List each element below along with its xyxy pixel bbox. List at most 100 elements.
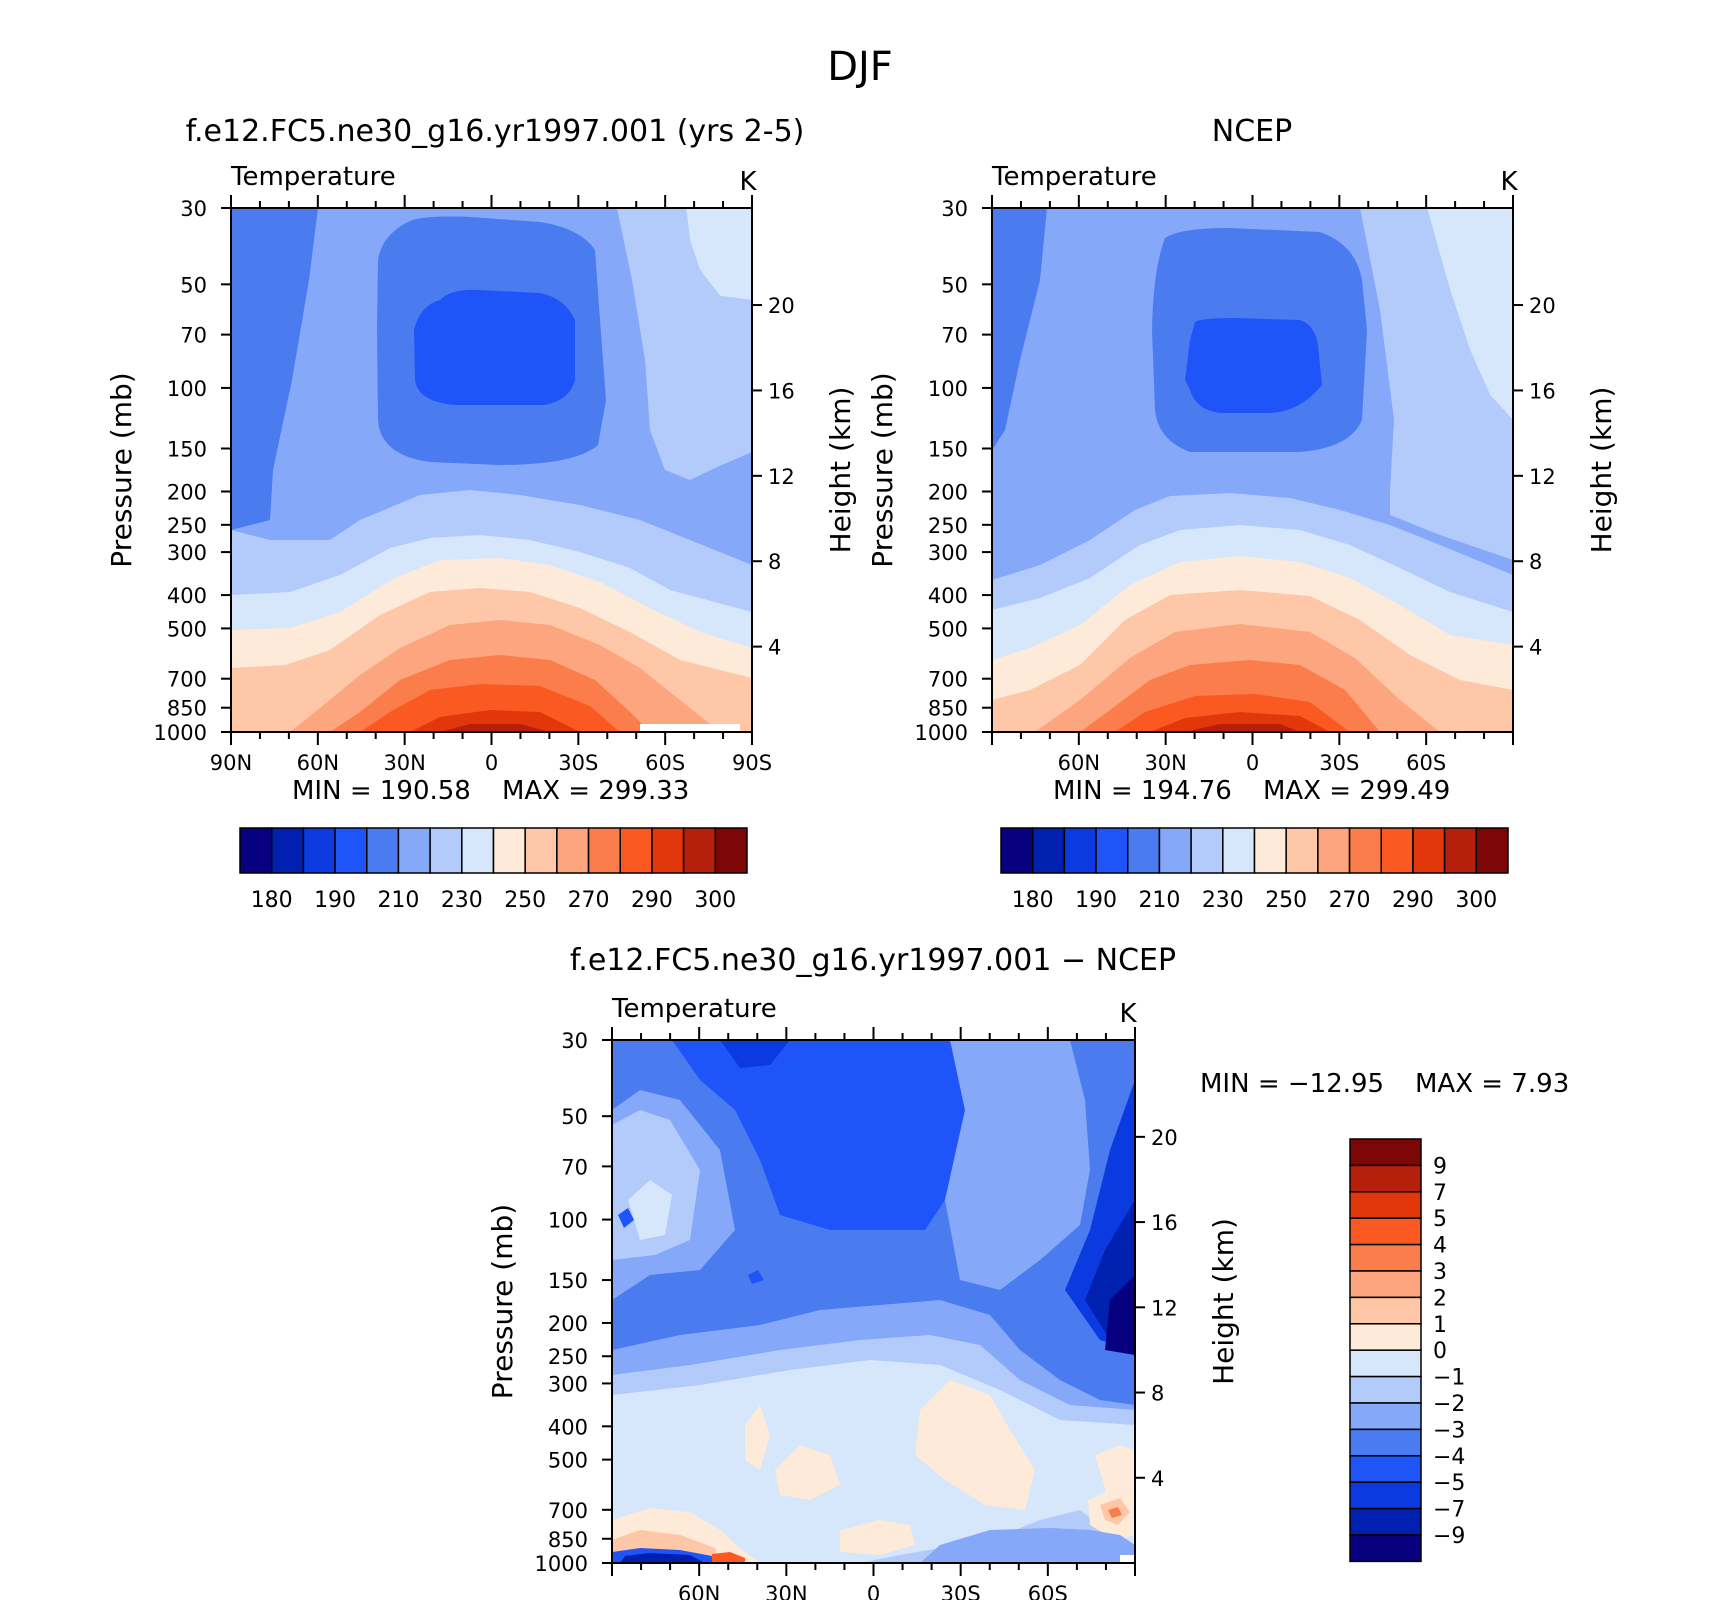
panel-model: f.e12.FC5.ne30_g16.yr1997.001 (yrs 2-5) … (105, 114, 857, 913)
colorbar-swatch (1349, 1402, 1422, 1431)
contour-band (628, 1180, 672, 1240)
y-tick-label: 500 (928, 617, 968, 641)
contour-field (231, 208, 752, 732)
colorbar-swatch (1380, 827, 1414, 874)
contour-band (1427, 208, 1513, 420)
colorbar-swatch (302, 827, 336, 874)
colorbar-label: −5 (1433, 1471, 1465, 1496)
y2-tick-label: 4 (1151, 1467, 1164, 1491)
colorbar-swatch (397, 827, 431, 874)
colorbar-swatch (1412, 827, 1446, 874)
colorbar-swatch (1317, 827, 1351, 874)
colorbar-label: −9 (1433, 1524, 1465, 1549)
y-tick-label: 700 (548, 1499, 588, 1523)
y2-tick-label: 20 (1529, 294, 1556, 318)
y2-tick-label: 4 (768, 636, 781, 660)
panel-title: f.e12.FC5.ne30_g16.yr1997.001 (yrs 2-5) (186, 114, 805, 149)
colorbar-label: 1 (1433, 1313, 1447, 1338)
contour-band (712, 1552, 745, 1563)
units-label: K (1119, 999, 1137, 1029)
colorbar-swatch (1348, 827, 1382, 874)
contour-band (612, 1360, 1135, 1563)
units-label: K (739, 167, 757, 197)
colorbar-swatch (587, 827, 621, 874)
y-tick-label: 250 (548, 1345, 588, 1369)
contour-band (1360, 208, 1513, 560)
contour-band (414, 289, 575, 405)
max-label: MAX = 299.49 (1263, 776, 1450, 806)
colorbar-swatch (714, 827, 748, 874)
min-label: MIN = 194.76 (1053, 776, 1232, 806)
colorbar-swatch (1031, 827, 1066, 874)
y-tick-label: 70 (180, 324, 207, 348)
y-tick-label: 50 (941, 273, 968, 297)
y2-tick-label: 20 (768, 294, 795, 318)
y-axis-label: Pressure (mb) (866, 372, 899, 567)
y2-tick-label: 8 (1529, 550, 1542, 574)
colorbar-label: −2 (1433, 1392, 1465, 1417)
colorbar-swatch (1349, 1296, 1422, 1325)
y2-axis-label: Height (km) (1585, 387, 1618, 554)
y-tick-label: 500 (167, 617, 207, 641)
colorbar-label: 9 (1433, 1154, 1447, 1179)
units-label: K (1500, 167, 1518, 197)
colorbar-swatch (461, 827, 495, 874)
colorbar-label: 5 (1433, 1207, 1447, 1232)
colorbar-swatch (1063, 827, 1097, 874)
y-tick-label: 200 (167, 480, 207, 504)
colorbar-label: 230 (441, 888, 483, 913)
colorbar-swatch (1222, 827, 1256, 874)
panel-ncep: NCEP Temperature K 305070100150200250300… (866, 114, 1618, 913)
y-tick-label: 400 (548, 1415, 588, 1439)
y2-tick-label: 8 (1151, 1382, 1164, 1406)
panel-title: f.e12.FC5.ne30_g16.yr1997.001 − NCEP (570, 943, 1176, 978)
colorbar-label: 290 (1392, 888, 1434, 913)
y2-tick-label: 16 (1529, 379, 1556, 403)
colorbar-swatch (1127, 827, 1161, 874)
y-tick-label: 50 (180, 273, 207, 297)
colorbar-label: 3 (1433, 1260, 1447, 1285)
y-tick-label: 100 (167, 377, 207, 401)
x-tick-label: 60N (297, 751, 339, 775)
contour-band (945, 1040, 1090, 1290)
x-tick-label: 30S (1319, 751, 1359, 775)
colorbar-swatch (492, 827, 526, 874)
colorbar-label: 210 (377, 888, 419, 913)
contour-band (775, 1445, 840, 1500)
y-tick-label: 850 (548, 1528, 588, 1552)
y-tick-label: 300 (548, 1372, 588, 1396)
colorbar-swatch (366, 827, 400, 874)
y-tick-label: 200 (928, 480, 968, 504)
contour-band (720, 1040, 790, 1068)
colorbar-swatch (1349, 1243, 1422, 1272)
y-tick-label: 100 (928, 377, 968, 401)
figure-title: DJF (827, 44, 893, 90)
y-tick-label: 850 (928, 697, 968, 721)
y-tick-label: 30 (561, 1029, 588, 1053)
colorbar-swatch (1349, 1270, 1422, 1299)
contour-band (1095, 1445, 1135, 1505)
colorbar-label: 270 (568, 888, 610, 913)
y-tick-label: 400 (928, 584, 968, 608)
colorbar-swatch (1443, 827, 1478, 874)
contour-band (231, 208, 318, 530)
contour-field (612, 1040, 1135, 1563)
colorbar-swatch (1349, 1455, 1422, 1483)
contour-band (618, 1208, 634, 1228)
y2-axis-label: Height (km) (824, 387, 857, 554)
colorbar-swatch (270, 827, 305, 874)
y-tick-label: 150 (928, 438, 968, 462)
colorbar-swatch (334, 827, 368, 874)
y-tick-label: 700 (928, 668, 968, 692)
variable-label: Temperature (991, 162, 1157, 192)
contour-band (992, 208, 1047, 450)
contour-band (672, 1040, 965, 1230)
y2-tick-label: 20 (1151, 1126, 1178, 1150)
contour-band (686, 208, 752, 300)
variable-label: Temperature (230, 162, 396, 192)
y-tick-label: 1000 (154, 721, 207, 745)
y-tick-label: 300 (167, 541, 207, 565)
colorbar-swatch (1475, 827, 1509, 874)
